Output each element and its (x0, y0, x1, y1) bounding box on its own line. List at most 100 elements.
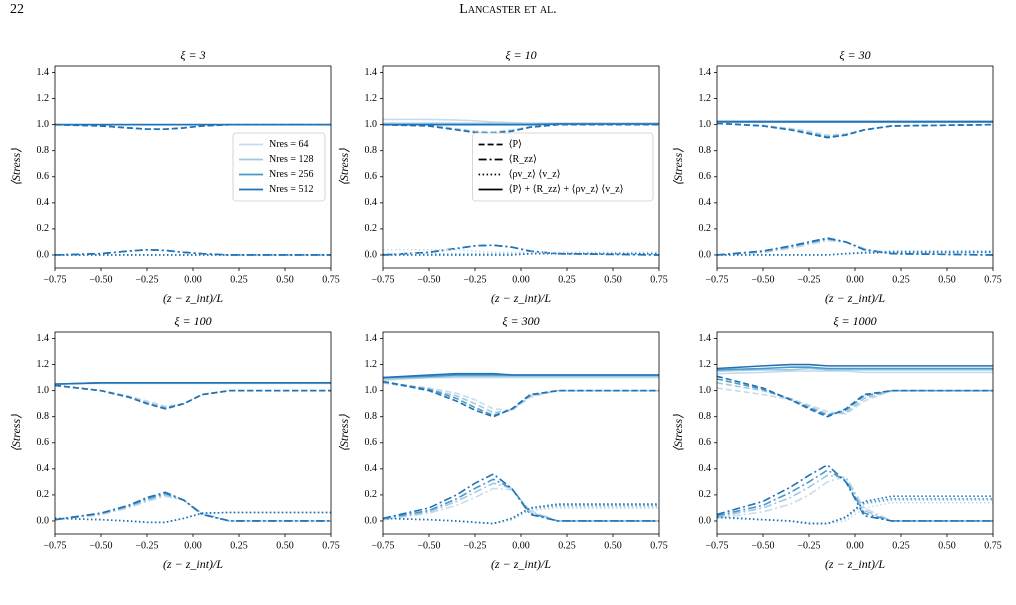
y-tick-label: 0.0 (37, 249, 50, 260)
y-tick-label: 0.8 (365, 411, 378, 422)
series-line (716, 378, 993, 417)
x-tick-label: 0.75 (650, 540, 668, 551)
y-tick-label: 0.8 (37, 411, 50, 422)
series-line (716, 495, 993, 525)
y-tick-label: 1.0 (699, 119, 712, 130)
series-line (54, 382, 331, 385)
x-tick-label: −0.25 (463, 274, 486, 285)
x-tick-label: −0.75 (705, 274, 728, 285)
y-tick-label: 1.2 (37, 359, 50, 370)
axes-frame (54, 65, 332, 269)
series-line (716, 382, 993, 415)
x-tick-label: −0.25 (135, 540, 158, 551)
y-tick-label: 0.4 (699, 463, 712, 474)
y-tick-label: 1.4 (37, 333, 50, 344)
x-tick-label: −0.50 (89, 540, 112, 551)
x-tick-label: 0.75 (322, 540, 340, 551)
x-axis-label: (z − z_int)/L (163, 557, 223, 571)
x-tick-label: 0.00 (512, 274, 530, 285)
series-line (716, 474, 993, 522)
x-tick-label: −0.25 (797, 274, 820, 285)
legend-label: ⟨R_zz⟩ (509, 154, 537, 165)
x-tick-label: −0.75 (371, 274, 394, 285)
panel-title: ξ = 3 (180, 48, 205, 62)
series-line (382, 505, 659, 525)
series-line (716, 363, 993, 370)
series-line (382, 382, 659, 414)
x-tick-label: −0.25 (463, 540, 486, 551)
x-tick-label: 0.00 (184, 274, 202, 285)
series-line (54, 384, 331, 410)
x-tick-label: 0.00 (846, 274, 864, 285)
x-tick-label: −0.50 (417, 274, 440, 285)
y-tick-label: 1.2 (699, 93, 712, 104)
legend-label: ⟨P⟩ + ⟨R_zz⟩ + ⟨ρv_z⟩ ⟨v_z⟩ (509, 184, 624, 195)
x-tick-label: −0.25 (135, 274, 158, 285)
series-line (716, 469, 993, 522)
series-line (716, 239, 994, 256)
y-tick-label: 0.4 (37, 197, 50, 208)
series-line (716, 375, 993, 418)
y-tick-label: 1.2 (365, 93, 378, 104)
x-tick-label: 0.50 (276, 274, 294, 285)
y-tick-label: 1.0 (699, 385, 712, 396)
y-tick-label: 1.4 (37, 67, 50, 78)
series-line (382, 382, 659, 411)
series-line (716, 366, 993, 371)
x-axis-label: (z − z_int)/L (825, 291, 885, 305)
series-line (54, 248, 331, 256)
y-tick-label: 0.6 (365, 171, 378, 182)
y-tick-label: 0.6 (37, 437, 50, 448)
series-line (382, 380, 659, 417)
y-tick-label: 1.4 (699, 67, 712, 78)
y-tick-label: 1.0 (37, 119, 50, 130)
legend-label: Nres = 128 (269, 154, 314, 165)
series-line (54, 495, 331, 522)
legend-label: ⟨ρv_z⟩ ⟨v_z⟩ (509, 169, 561, 180)
y-axis-label: ⟨Stress⟩ (9, 148, 23, 186)
x-tick-label: −0.75 (705, 540, 728, 551)
series-line (382, 487, 659, 522)
axes-frame (716, 331, 994, 535)
panel-title: ξ = 300 (502, 314, 539, 328)
y-tick-label: 0.4 (365, 197, 378, 208)
series-line (382, 375, 659, 380)
panel-title: ξ = 1000 (833, 314, 876, 328)
x-axis-label: (z − z_int)/L (163, 291, 223, 305)
x-tick-label: 0.50 (604, 540, 622, 551)
series-line (716, 237, 994, 256)
series-line (716, 464, 993, 522)
y-tick-label: 0.6 (37, 171, 50, 182)
running-title: Lancaster et al. (459, 2, 556, 17)
series-line (382, 482, 659, 522)
series-line (382, 503, 659, 525)
y-tick-label: 0.0 (365, 249, 378, 260)
y-tick-label: 0.2 (365, 489, 378, 500)
x-tick-label: 0.00 (184, 540, 202, 551)
series-line (382, 473, 659, 522)
legend-label: ⟨P⟩ (509, 139, 522, 150)
y-axis-label: ⟨Stress⟩ (337, 148, 351, 186)
y-tick-label: 0.8 (699, 145, 712, 156)
series-line (54, 491, 331, 522)
x-tick-label: 0.50 (604, 274, 622, 285)
y-tick-label: 1.4 (365, 333, 378, 344)
y-tick-label: 1.0 (365, 385, 378, 396)
series-line (716, 498, 993, 525)
x-tick-label: −0.50 (89, 274, 112, 285)
x-tick-label: 0.75 (322, 274, 340, 285)
x-tick-label: 0.25 (892, 540, 910, 551)
x-tick-label: −0.50 (751, 274, 774, 285)
y-axis-label: ⟨Stress⟩ (9, 414, 23, 452)
series-line (716, 387, 993, 415)
series-line (54, 384, 331, 410)
y-tick-label: 1.4 (699, 333, 712, 344)
y-tick-label: 0.0 (699, 249, 712, 260)
y-tick-label: 1.2 (699, 359, 712, 370)
y-axis-label: ⟨Stress⟩ (337, 414, 351, 452)
x-tick-label: −0.50 (751, 540, 774, 551)
x-axis-label: (z − z_int)/L (491, 557, 551, 571)
x-axis-label: (z − z_int)/L (491, 291, 551, 305)
x-tick-label: −0.75 (43, 274, 66, 285)
series-line (716, 367, 993, 372)
